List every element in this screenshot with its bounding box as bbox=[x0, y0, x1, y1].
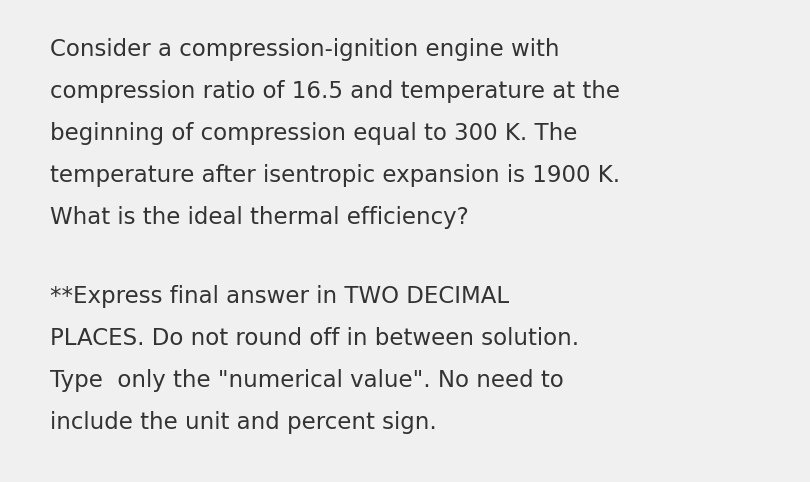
Text: beginning of compression equal to 300 K. The: beginning of compression equal to 300 K.… bbox=[50, 122, 578, 145]
Text: What is the ideal thermal efficiency?: What is the ideal thermal efficiency? bbox=[50, 206, 469, 229]
Text: compression ratio of 16.5 and temperature at the: compression ratio of 16.5 and temperatur… bbox=[50, 80, 620, 103]
Text: temperature after isentropic expansion is 1900 K.: temperature after isentropic expansion i… bbox=[50, 164, 620, 187]
Text: **Express final answer in TWO DECIMAL: **Express final answer in TWO DECIMAL bbox=[50, 285, 509, 308]
Text: include the unit and percent sign.: include the unit and percent sign. bbox=[50, 411, 437, 434]
Text: PLACES. Do not round off in between solution.: PLACES. Do not round off in between solu… bbox=[50, 327, 579, 350]
Text: Type  only the "numerical value". No need to: Type only the "numerical value". No need… bbox=[50, 369, 564, 392]
Text: Consider a compression-ignition engine with: Consider a compression-ignition engine w… bbox=[50, 38, 560, 61]
